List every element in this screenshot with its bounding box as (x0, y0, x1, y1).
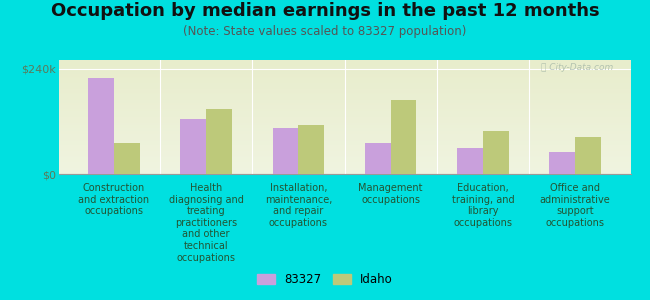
Bar (391, 100, 417, 174)
Text: Occupation by median earnings in the past 12 months: Occupation by median earnings in the pas… (51, 2, 599, 20)
Text: (Note: State values scaled to 83327 population): (Note: State values scaled to 83327 popu… (183, 26, 467, 38)
Legend: 83327, Idaho: 83327, Idaho (252, 269, 398, 291)
Bar (114, 143, 140, 174)
Text: Construction
and extraction
occupations: Construction and extraction occupations (78, 183, 150, 216)
Bar (365, 143, 391, 174)
Text: Health
diagnosing and
treating
practitioners
and other
technical
occupations: Health diagnosing and treating practitio… (169, 183, 244, 262)
Bar (298, 125, 324, 174)
Bar (575, 137, 601, 174)
Bar (483, 131, 509, 174)
Bar (206, 109, 232, 174)
Bar (457, 148, 483, 174)
Text: Education,
training, and
library
occupations: Education, training, and library occupat… (452, 183, 514, 228)
Bar (272, 128, 298, 174)
Text: Management
occupations: Management occupations (358, 183, 423, 205)
Text: Office and
administrative
support
occupations: Office and administrative support occupa… (540, 183, 610, 228)
Text: Installation,
maintenance,
and repair
occupations: Installation, maintenance, and repair oc… (265, 183, 332, 228)
Bar (549, 152, 575, 174)
Bar (88, 77, 114, 174)
Text: ⓘ City-Data.com: ⓘ City-Data.com (541, 63, 614, 72)
Bar (180, 119, 206, 174)
